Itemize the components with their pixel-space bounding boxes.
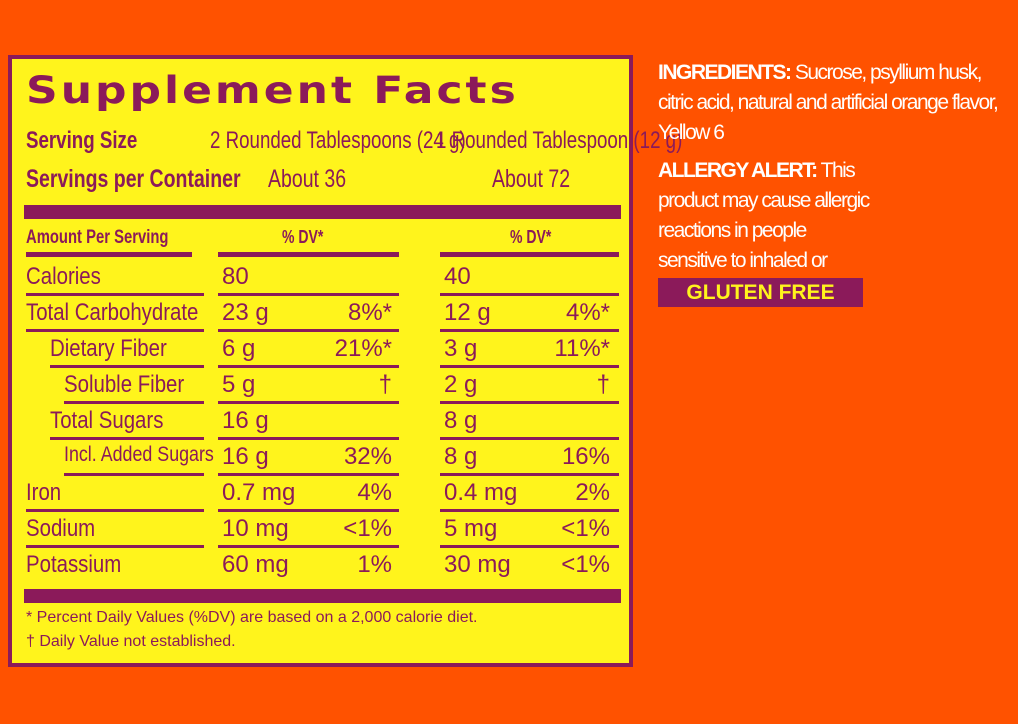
row-divider — [50, 437, 204, 440]
row-divider — [440, 293, 619, 296]
dv-1: 32% — [343, 443, 392, 470]
amount-1: 16 g — [222, 407, 269, 434]
servings-label: Servings per Container — [26, 165, 241, 193]
row-divider — [26, 293, 204, 296]
row-divider — [64, 473, 204, 476]
row-divider — [440, 473, 619, 476]
gluten-free-badge: GLUTEN FREE — [658, 278, 863, 307]
serving-size-2: 1 Rounded Tablespoon (12 g) — [436, 127, 683, 154]
row-divider — [64, 401, 204, 404]
row-divider — [218, 473, 399, 476]
amount-2: 5 mg — [444, 515, 498, 542]
nutrient-row: Sodium 10 mg <1% 5 mg <1% — [12, 511, 629, 548]
nutrient-row: Total Sugars 16 g 8 g — [12, 403, 629, 440]
row-divider — [218, 365, 399, 368]
allergy-label: ALLERGY ALERT: — [658, 159, 818, 182]
nutrient-row: Total Carbohydrate 23 g 8%* 12 g 4%* — [12, 295, 629, 332]
dv-1: 8%* — [347, 299, 392, 326]
amount-1: 80 — [222, 263, 249, 290]
nutrient-row: Soluble Fiber 5 g † 2 g † — [12, 367, 629, 404]
row-divider — [26, 509, 204, 512]
nutrient-row: Incl. Added Sugars 16 g 32% 8 g 16% — [12, 439, 629, 476]
amount-1: 0.7 mg — [222, 479, 296, 506]
divider — [26, 252, 192, 257]
row-divider — [440, 509, 619, 512]
dv-1: 21%* — [334, 335, 392, 362]
amount-2: 2 g — [444, 371, 478, 398]
dv-2: 16% — [561, 443, 610, 470]
amount-2: 0.4 mg — [444, 479, 518, 506]
nutrient-name: Total Sugars — [50, 407, 164, 434]
amount-2: 30 mg — [444, 551, 511, 578]
amount-1: 10 mg — [222, 515, 289, 542]
dv-1: † — [378, 371, 392, 398]
amount-1: 6 g — [222, 335, 256, 362]
ingredients: INGREDIENTS: Sucrose, psyllium husk, cit… — [658, 58, 1018, 148]
row-divider — [50, 365, 204, 368]
row-divider — [440, 545, 619, 548]
amount-header: Amount Per Serving — [26, 227, 169, 248]
dv-1: 4% — [357, 479, 392, 506]
footnote-dagger: † Daily Value not established. — [26, 633, 236, 650]
dv-2: <1% — [561, 515, 610, 542]
row-divider — [218, 329, 399, 332]
nutrient-row: Calories 80 40 — [12, 259, 629, 296]
thick-divider — [24, 589, 621, 603]
nutrient-name: Total Carbohydrate — [26, 299, 199, 326]
row-divider — [26, 329, 204, 332]
nutrient-name: Soluble Fiber — [64, 371, 185, 398]
image-edge — [1018, 0, 1024, 724]
dv-header-1: % DV* — [282, 227, 324, 247]
footnote-dv: * Percent Daily Values (%DV) are based o… — [26, 609, 478, 626]
nutrient-name: Incl. Added Sugars — [64, 443, 214, 466]
amount-2: 8 g — [444, 407, 478, 434]
dv-2: † — [596, 371, 610, 398]
row-divider — [440, 401, 619, 404]
divider — [440, 252, 619, 257]
side-text: INGREDIENTS: Sucrose, psyllium husk, cit… — [658, 58, 1018, 314]
dv-1: <1% — [343, 515, 392, 542]
amount-2: 8 g — [444, 443, 478, 470]
row-divider — [218, 293, 399, 296]
dv-2: 11%* — [554, 335, 610, 362]
ingredients-label: INGREDIENTS: — [658, 61, 792, 84]
dv-2: 4%* — [565, 299, 610, 326]
dv-1: 1% — [357, 551, 392, 578]
dv-header-2: % DV* — [510, 227, 552, 247]
amount-1: 5 g — [222, 371, 256, 398]
row-divider — [218, 509, 399, 512]
row-divider — [440, 365, 619, 368]
panel-title: Supplement Facts — [26, 69, 519, 113]
nutrient-name: Sodium — [26, 515, 96, 542]
divider — [218, 252, 399, 257]
row-divider — [218, 401, 399, 404]
nutrient-row: Dietary Fiber 6 g 21%* 3 g 11%* — [12, 331, 629, 368]
dv-2: 2% — [575, 479, 610, 506]
nutrient-name: Potassium — [26, 551, 122, 578]
row-divider — [440, 329, 619, 332]
amount-1: 60 mg — [222, 551, 289, 578]
row-divider — [26, 545, 204, 548]
ingredients-text: Sucrose, psyllium husk, citric acid, nat… — [658, 61, 999, 144]
thick-divider — [24, 205, 621, 219]
serving-size-1: 2 Rounded Tablespoons (24 g) — [210, 127, 466, 154]
amount-1: 23 g — [222, 299, 269, 326]
amount-1: 16 g — [222, 443, 269, 470]
nutrient-row: Iron 0.7 mg 4% 0.4 mg 2% — [12, 475, 629, 512]
servings-2: About 72 — [492, 165, 571, 193]
amount-2: 3 g — [444, 335, 478, 362]
nutrient-name: Calories — [26, 263, 101, 290]
amount-2: 40 — [444, 263, 471, 290]
amount-2: 12 g — [444, 299, 491, 326]
nutrient-name: Dietary Fiber — [50, 335, 167, 362]
row-divider — [440, 437, 619, 440]
row-divider — [218, 437, 399, 440]
nutrient-row: Potassium 60 mg 1% 30 mg <1% — [12, 547, 629, 583]
supplement-facts-panel: Supplement Facts Serving Size 2 Rounded … — [8, 55, 682, 667]
servings-1: About 36 — [268, 165, 347, 193]
serving-size-label: Serving Size — [26, 127, 138, 154]
nutrient-name: Iron — [26, 479, 62, 506]
dv-2: <1% — [561, 551, 610, 578]
row-divider — [218, 545, 399, 548]
